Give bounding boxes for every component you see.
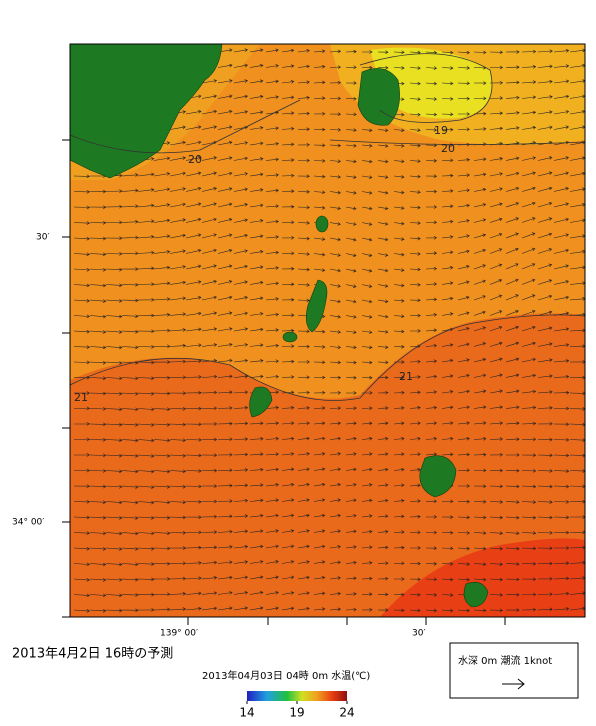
contour-label: 21 xyxy=(399,370,413,383)
lon-label: 30′ xyxy=(412,629,426,639)
lat-label: 34° 00′ xyxy=(12,518,44,528)
peninsula xyxy=(70,44,223,179)
sea-hot xyxy=(70,313,585,617)
contour-labels: 20 19 20 21 21 xyxy=(74,124,455,404)
subtitle: 2013年04月03日 04時 0m 水温(℃) xyxy=(202,669,370,682)
sea-hottest xyxy=(380,538,585,617)
island xyxy=(249,386,273,418)
island xyxy=(305,279,328,333)
caption: 2013年4月2日 16時の予測 xyxy=(12,647,173,662)
colorbar-label: 19 xyxy=(289,706,304,720)
legend-box xyxy=(449,642,579,699)
colorbar xyxy=(247,691,347,701)
sea-cold xyxy=(370,47,492,119)
ticks xyxy=(62,139,506,625)
lon-label: 139° 00′ xyxy=(160,629,198,639)
legend-text: 水深 0m 潮流 1knot xyxy=(458,654,552,667)
contour-label: 19 xyxy=(434,124,448,137)
axis-labels: 30′ 34° 00′ 139° 00′ 30′ xyxy=(12,233,426,639)
contours xyxy=(70,53,585,401)
map-area: 20 19 20 21 21 xyxy=(70,44,585,617)
contour-label: 20 xyxy=(441,142,455,155)
colorbar-ticks: 14 19 24 xyxy=(239,701,355,720)
island xyxy=(419,455,457,498)
land xyxy=(70,44,489,608)
map-frame xyxy=(69,43,586,618)
island xyxy=(315,215,329,233)
lat-label: 30′ xyxy=(36,233,50,243)
colorbar-label: 14 xyxy=(239,706,254,720)
island xyxy=(282,331,298,343)
island xyxy=(463,581,489,608)
contour-label: 20 xyxy=(188,153,202,166)
contour-label: 21 xyxy=(74,391,88,404)
colorbar-label: 24 xyxy=(339,706,354,720)
legend-arrow xyxy=(502,678,525,690)
island xyxy=(357,68,400,126)
